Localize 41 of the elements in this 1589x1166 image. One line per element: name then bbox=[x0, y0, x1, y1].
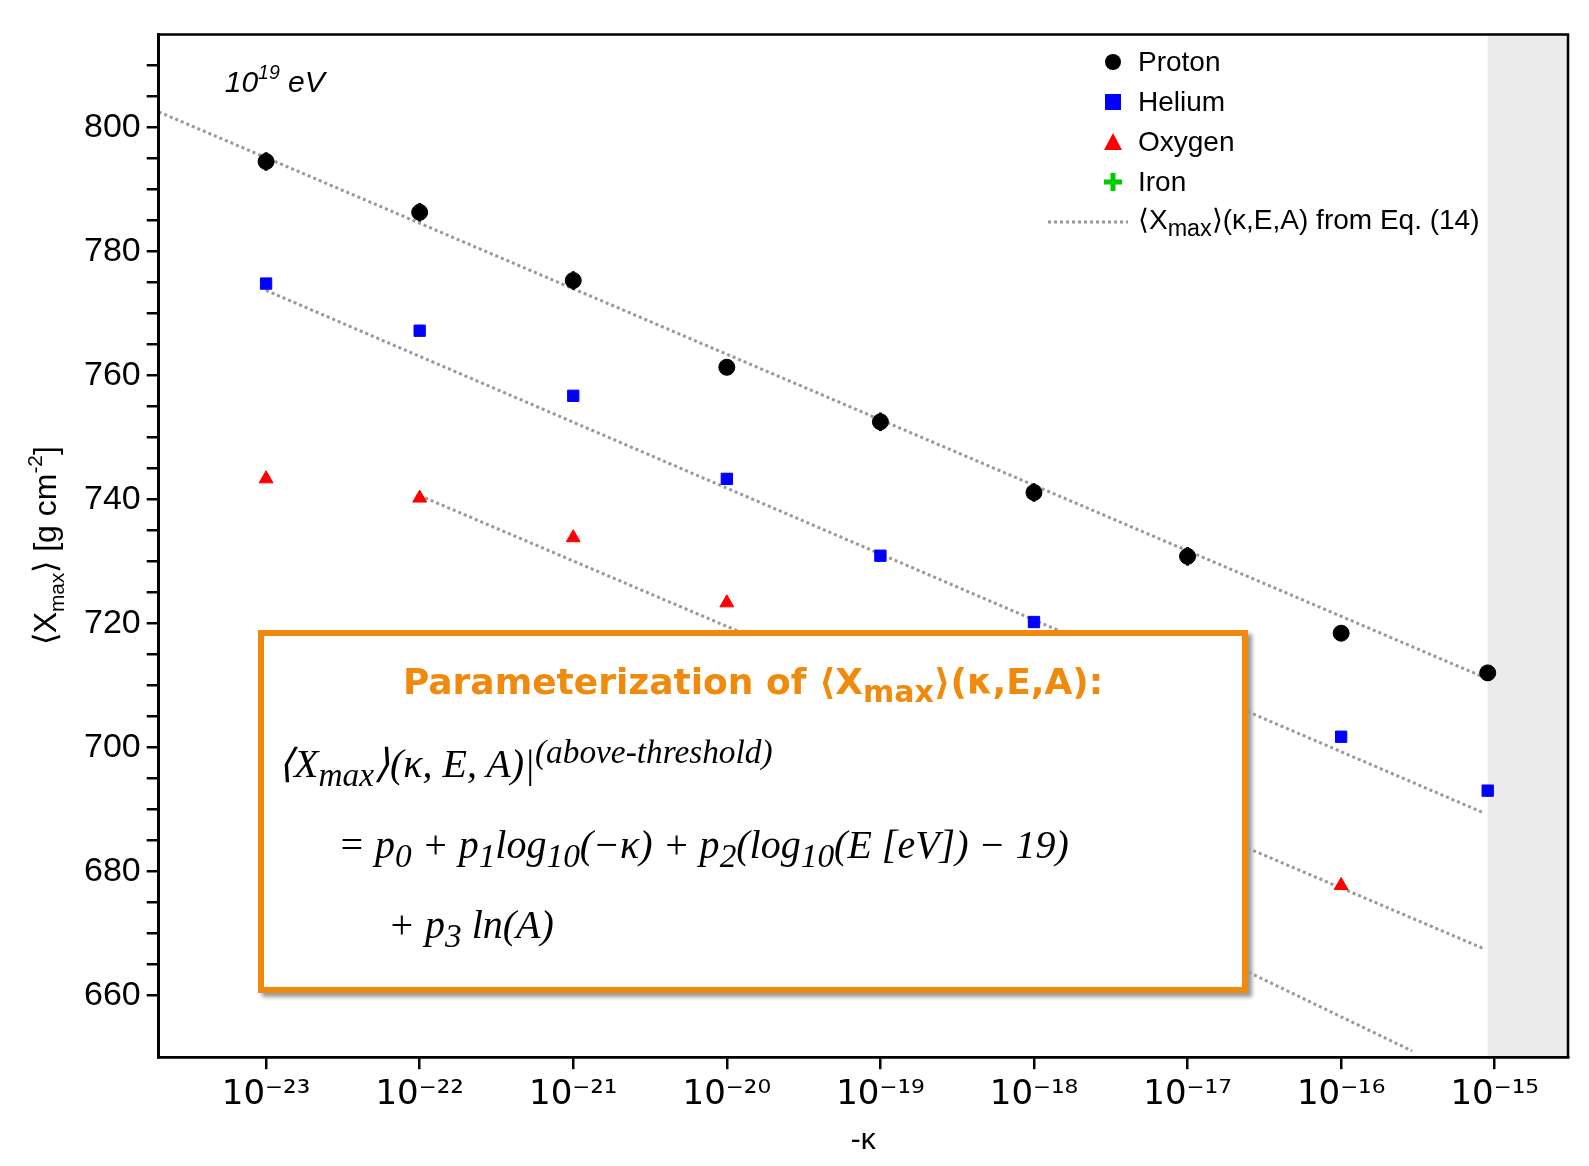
point bbox=[413, 324, 426, 337]
y-tick-label: 720 bbox=[83, 601, 141, 640]
annotation: ⟨X$_{max}$⟩(κ, E, A)|$^{(above-threshold)}$ bbox=[278, 732, 774, 796]
point bbox=[1027, 615, 1041, 629]
y-tick-label: 740 bbox=[83, 477, 141, 516]
x-tick-label: 10⁻¹⁹ bbox=[836, 1072, 925, 1113]
x-tick-label: 10⁻¹⁶ bbox=[1296, 1072, 1386, 1113]
annotation: Parameterization of ⟨X$_{max}$⟩(κ,E,A): bbox=[401, 660, 1105, 712]
x-tick-label: 10⁻¹⁵ bbox=[1450, 1072, 1539, 1113]
point bbox=[1333, 876, 1349, 890]
point bbox=[565, 529, 581, 543]
point bbox=[718, 358, 736, 376]
x-tick-label: 10⁻²² bbox=[375, 1072, 464, 1113]
legend-label: Helium bbox=[1138, 86, 1226, 118]
legend-label: ⟨X$_{max}$⟩(κ,E,A) from Eq. (14) bbox=[1138, 202, 1480, 242]
x-axis-title: -κ bbox=[850, 1122, 877, 1156]
point bbox=[258, 470, 274, 484]
legend-label: Oxygen bbox=[1138, 126, 1235, 158]
y-tick-label: 700 bbox=[83, 725, 141, 764]
point bbox=[567, 389, 580, 402]
point bbox=[259, 277, 273, 290]
y-axis-title: ⟨Xmax⟩ [g cm-2] bbox=[22, 446, 68, 646]
point bbox=[1334, 730, 1348, 743]
point bbox=[720, 472, 733, 486]
y-tick-label: 660 bbox=[83, 973, 141, 1012]
x-tick-label: 10⁻²³ bbox=[221, 1072, 311, 1113]
point bbox=[412, 489, 428, 503]
point bbox=[719, 594, 735, 608]
legend-label: Proton bbox=[1138, 46, 1221, 78]
x-tick-label: 10⁻²¹ bbox=[529, 1072, 618, 1113]
y-tick-label: 780 bbox=[83, 229, 141, 268]
formula-box: Parameterization of ⟨X$_{max}$⟩(κ,E,A): ⟨X$_{max}$⟩(κ, E, A)|$^{(above-threshold)}$ = p$_{0}$ + p$_{1}$log$_{10}$(−κ) + p$_{2}$(log$_{10}$(E [eV]) − 19) + p$_{3}$ ln(A) bbox=[258, 630, 1248, 994]
x-tick-label: 10⁻²⁰ bbox=[682, 1072, 772, 1113]
y-tick-label: 680 bbox=[83, 849, 141, 888]
x-tick-label: 10⁻¹⁸ bbox=[989, 1072, 1079, 1113]
y-tick-label: 800 bbox=[83, 105, 141, 144]
annotation: + p$_{3}$ ln(A) bbox=[387, 901, 555, 957]
y-tick-label: 760 bbox=[83, 353, 141, 392]
legend-label: Iron bbox=[1138, 166, 1187, 198]
point bbox=[874, 549, 887, 562]
x-tick-label: 10⁻¹⁷ bbox=[1143, 1072, 1232, 1113]
